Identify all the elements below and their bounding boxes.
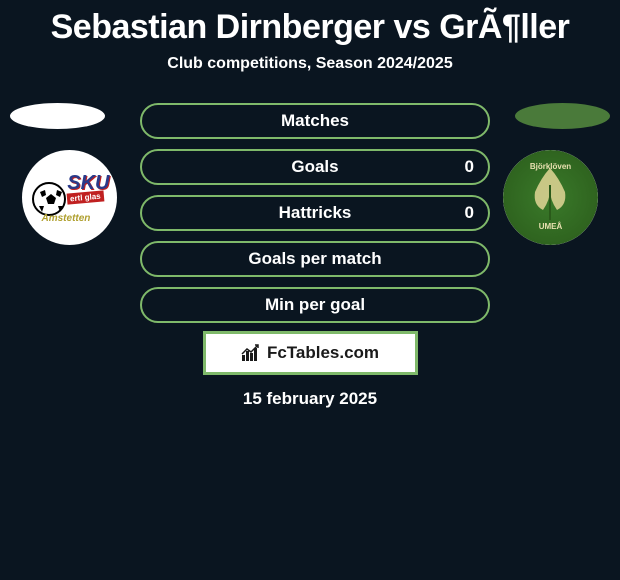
bjork-text-top: Björklöven: [530, 162, 571, 171]
stat-row: Min per goal: [140, 287, 490, 323]
player-right-indicator: [515, 103, 610, 129]
stat-row: Goals0: [140, 149, 490, 185]
subtitle: Club competitions, Season 2024/2025: [0, 55, 620, 73]
bar-chart-icon: [241, 344, 261, 362]
brand-text: FcTables.com: [267, 343, 379, 363]
player-left-indicator: [10, 103, 105, 129]
stat-label: Hattricks: [142, 203, 488, 223]
stat-label: Goals: [142, 157, 488, 177]
bjorkloven-logo: Björklöven UMEÅ: [503, 150, 598, 245]
sku-logo: SKU ertl glas Amstetten: [30, 168, 110, 228]
stat-value-right: 0: [465, 157, 474, 177]
stat-label: Min per goal: [142, 295, 488, 315]
stat-label: Goals per match: [142, 249, 488, 269]
soccer-ball-icon: [32, 182, 66, 216]
page-title: Sebastian Dirnberger vs GrÃ¶ller: [0, 0, 620, 47]
stat-row: Matches: [140, 103, 490, 139]
stat-row: Hattricks0: [140, 195, 490, 231]
bjork-text-bottom: UMEÅ: [539, 222, 563, 231]
club-badge-left: SKU ertl glas Amstetten: [22, 150, 117, 245]
stat-row: Goals per match: [140, 241, 490, 277]
date-text: 15 february 2025: [0, 389, 620, 409]
comparison-chart: SKU ertl glas Amstetten Björklöven UMEÅ …: [0, 103, 620, 313]
stat-value-right: 0: [465, 203, 474, 223]
club-badge-right: Björklöven UMEÅ: [503, 150, 598, 245]
brand-logo[interactable]: FcTables.com: [203, 331, 418, 375]
stat-label: Matches: [142, 111, 488, 131]
sku-subtext: Amstetten: [42, 213, 91, 224]
